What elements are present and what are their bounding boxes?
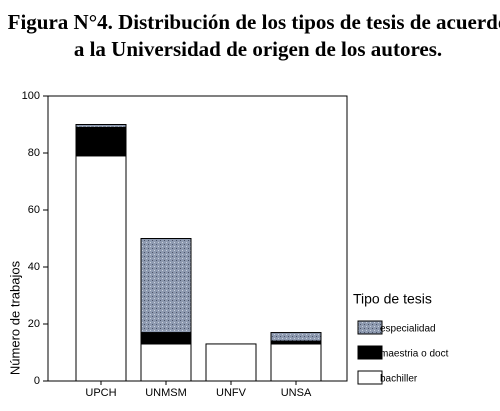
bar-segment [140, 238, 192, 334]
y-tick-label: 60 [28, 204, 40, 216]
legend-swatch [357, 370, 383, 385]
plot-frame [47, 95, 348, 382]
y-tick-label: 40 [28, 261, 40, 273]
x-tick-label: UPCH [85, 387, 116, 399]
y-tick-label: 80 [28, 147, 40, 159]
y-tick-label: 20 [28, 318, 40, 330]
legend-title: Tipo de tesis [353, 291, 432, 307]
x-tick-label: UNFV [216, 387, 247, 399]
bar-segment [140, 343, 192, 382]
legend-label: especialidad [380, 324, 436, 335]
legend-swatch [357, 345, 383, 360]
bar-segment [205, 343, 257, 382]
legend-swatch [357, 320, 383, 335]
y-axis-title: Número de trabajos [7, 260, 22, 375]
bar-segment [270, 332, 322, 342]
bar-segment [140, 332, 192, 345]
chart-subtitle: a la Universidad de origen de los autore… [74, 37, 442, 61]
chart-title: Figura N°4. Distribución de los tipos de… [8, 10, 500, 34]
legend-label: bachiller [380, 374, 418, 385]
bar-segment [270, 343, 322, 382]
bar-segment [75, 155, 127, 382]
bar-segment [75, 124, 127, 128]
x-tick-label: UNSA [281, 387, 312, 399]
y-tick-label: 0 [34, 375, 40, 387]
legend-label: maestria o doct [380, 349, 449, 360]
bar-segment [75, 126, 127, 157]
x-tick-label: UNMSM [145, 387, 187, 399]
y-tick-label: 100 [22, 90, 40, 102]
